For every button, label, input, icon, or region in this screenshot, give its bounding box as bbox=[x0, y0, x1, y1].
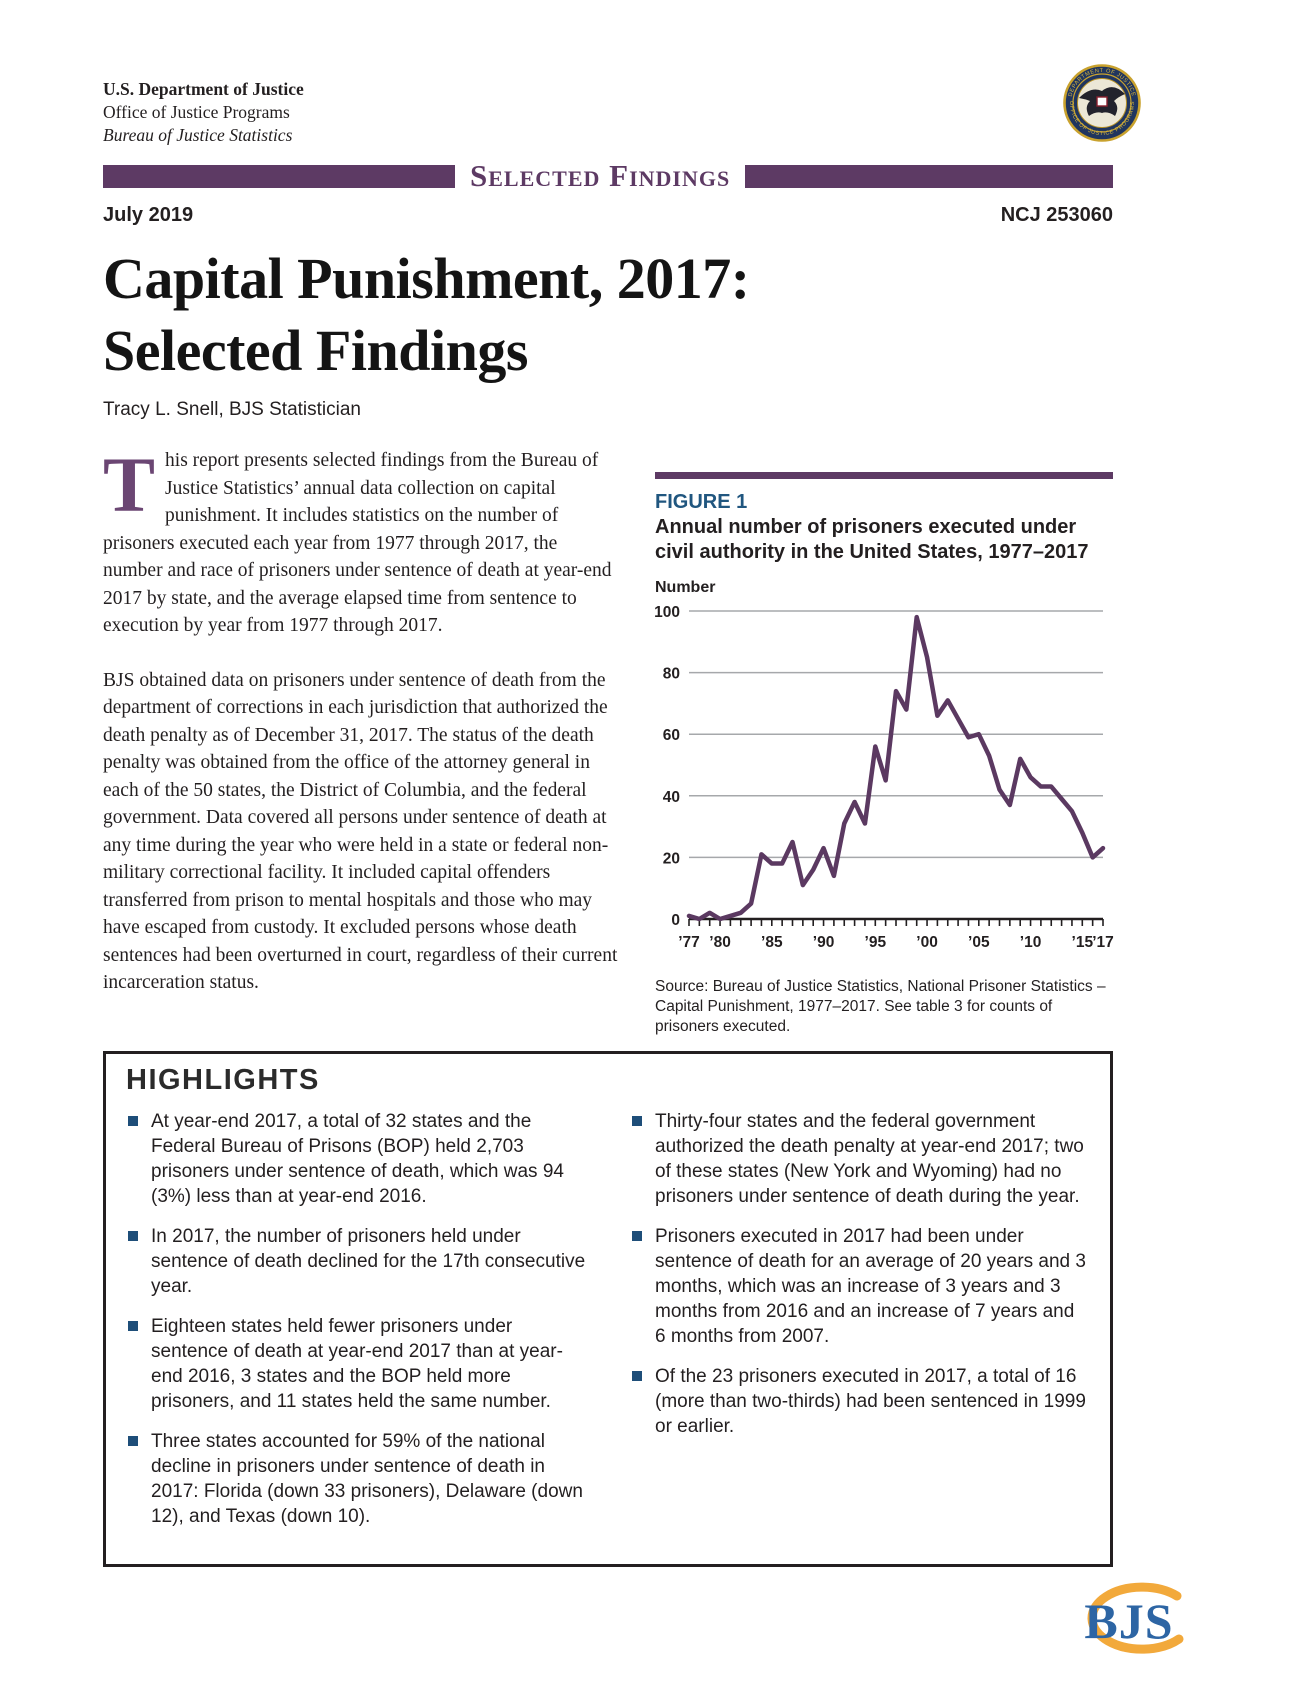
bjs-logo-text: BJS bbox=[1084, 1593, 1173, 1649]
highlight-text: Prisoners executed in 2017 had been unde… bbox=[655, 1226, 1086, 1347]
selected-findings-banner: Selected Findings bbox=[103, 158, 1113, 193]
letterhead: U.S. Department of Justice Office of Jus… bbox=[103, 64, 1141, 147]
intro-paragraph-1-text: his report presents selected findings fr… bbox=[103, 450, 612, 636]
highlight-item: In 2017, the number of prisoners held un… bbox=[126, 1224, 586, 1299]
highlights-column-1: At year-end 2017, a total of 32 states a… bbox=[126, 1109, 586, 1544]
bullet-square-icon bbox=[632, 1231, 642, 1241]
svg-text:’95: ’95 bbox=[865, 934, 887, 951]
doj-seal-icon: DEPARTMENT OF JUSTICE OFFICE OF JUSTICE … bbox=[1063, 64, 1141, 142]
bullet-square-icon bbox=[632, 1116, 642, 1126]
svg-text:’80: ’80 bbox=[709, 934, 731, 951]
highlight-item: Of the 23 prisoners executed in 2017, a … bbox=[630, 1364, 1090, 1439]
intro-paragraph-2: BJS obtained data on prisoners under sen… bbox=[103, 669, 618, 994]
bullet-square-icon bbox=[128, 1321, 138, 1331]
letterhead-office: Office of Justice Programs bbox=[103, 102, 290, 122]
figure1-line-chart: 0 20 40 60 80 100 ’77 ’80 ’85 ’90 ’95 ’00 ’05 ’10 ’15’… bbox=[655, 604, 1114, 951]
highlight-item: Thirty-four states and the federal gover… bbox=[630, 1109, 1090, 1209]
svg-text:’77: ’77 bbox=[678, 934, 700, 951]
byline: Tracy L. Snell, BJS Statistician bbox=[103, 399, 362, 420]
svg-text:’00: ’00 bbox=[916, 934, 938, 951]
dateline: July 2019 NCJ 253060 bbox=[103, 204, 1113, 227]
bullet-square-icon bbox=[128, 1116, 138, 1126]
highlight-text: Of the 23 prisoners executed in 2017, a … bbox=[655, 1366, 1086, 1437]
bullet-square-icon bbox=[632, 1371, 642, 1381]
banner-bar-left bbox=[103, 164, 455, 188]
highlight-text: In 2017, the number of prisoners held un… bbox=[151, 1226, 586, 1297]
letterhead-bureau: Bureau of Justice Statistics bbox=[103, 125, 293, 145]
bullet-square-icon bbox=[128, 1436, 138, 1446]
svg-text:20: 20 bbox=[663, 850, 680, 867]
highlight-text: Eighteen states held fewer prisoners und… bbox=[151, 1316, 563, 1412]
svg-text:0: 0 bbox=[671, 912, 680, 929]
svg-text:’85: ’85 bbox=[761, 934, 783, 951]
highlights-heading: HIGHLIGHTS bbox=[126, 1064, 320, 1096]
highlight-text: Three states accounted for 59% of the na… bbox=[151, 1431, 583, 1527]
banner-title: Selected Findings bbox=[470, 158, 731, 193]
footer-logo-row: BJS bbox=[103, 1579, 1193, 1666]
bjs-logo-icon: BJS bbox=[1065, 1579, 1193, 1666]
drop-cap: T bbox=[103, 441, 156, 528]
page-title-line2: Selected Findings bbox=[103, 318, 528, 383]
figure-column: FIGURE 1 Annual number of prisoners exec… bbox=[655, 447, 1114, 1037]
svg-text:’15: ’15 bbox=[1072, 934, 1094, 951]
svg-text:’17: ’17 bbox=[1092, 934, 1114, 951]
highlights-box: HIGHLIGHTS At year-end 2017, a total of … bbox=[103, 1051, 1113, 1567]
svg-text:100: 100 bbox=[655, 604, 680, 621]
bullet-square-icon bbox=[128, 1231, 138, 1241]
ncj-number: NCJ 253060 bbox=[1000, 204, 1113, 226]
figure-source-note: Source: Bureau of Justice Statistics, Na… bbox=[655, 978, 1106, 1035]
highlight-text: At year-end 2017, a total of 32 states a… bbox=[151, 1111, 564, 1207]
highlight-item: Three states accounted for 59% of the na… bbox=[126, 1429, 586, 1529]
highlight-item: Eighteen states held fewer prisoners und… bbox=[126, 1314, 586, 1414]
page-title-line1: Capital Punishment, 2017: bbox=[103, 246, 750, 311]
highlights-columns: At year-end 2017, a total of 32 states a… bbox=[126, 1109, 1090, 1544]
figure-label: FIGURE 1 bbox=[655, 491, 748, 513]
highlight-item: Prisoners executed in 2017 had been unde… bbox=[630, 1224, 1090, 1349]
svg-text:80: 80 bbox=[663, 666, 680, 683]
highlight-item: At year-end 2017, a total of 32 states a… bbox=[126, 1109, 586, 1209]
publication-date: July 2019 bbox=[103, 204, 194, 226]
banner-bar-right bbox=[745, 164, 1113, 188]
highlight-text: Thirty-four states and the federal gover… bbox=[655, 1111, 1084, 1207]
svg-text:’10: ’10 bbox=[1020, 934, 1042, 951]
figure-title: Annual number of prisoners executed unde… bbox=[655, 516, 1089, 563]
page-title: Capital Punishment, 2017: Selected Findi… bbox=[103, 243, 1113, 387]
svg-text:’05: ’05 bbox=[968, 934, 990, 951]
svg-text:60: 60 bbox=[663, 727, 680, 744]
highlights-column-2: Thirty-four states and the federal gover… bbox=[630, 1109, 1090, 1544]
letterhead-department: U.S. Department of Justice bbox=[103, 79, 304, 99]
svg-text:’90: ’90 bbox=[813, 934, 835, 951]
figure-top-rule bbox=[655, 472, 1113, 479]
svg-text:40: 40 bbox=[663, 789, 680, 806]
figure-y-axis-label: Number bbox=[655, 579, 716, 596]
figure1-panel: FIGURE 1 Annual number of prisoners exec… bbox=[655, 472, 1114, 1037]
